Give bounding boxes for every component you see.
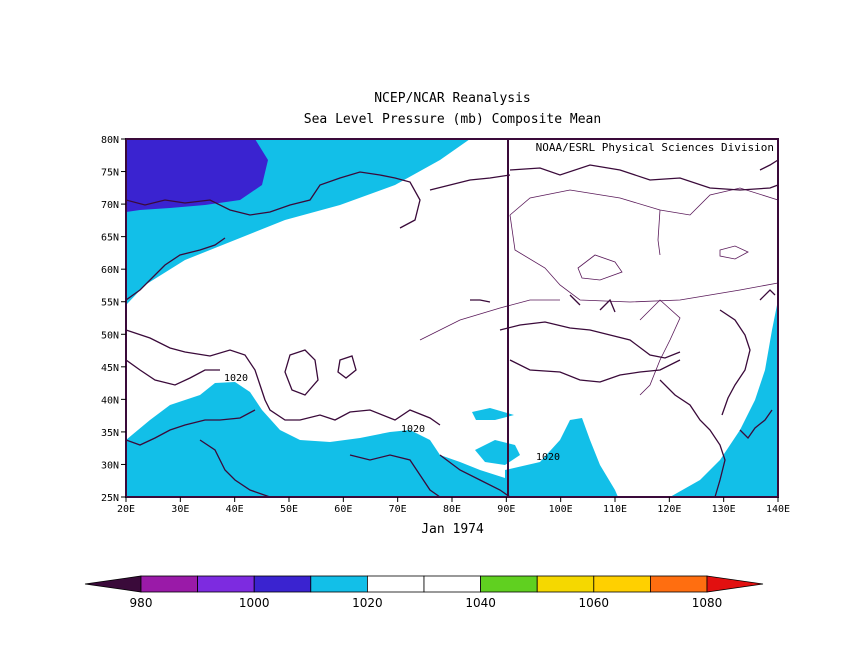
lon-tick-label: 130E xyxy=(712,504,736,515)
lon-tick-label: 90E xyxy=(497,504,515,515)
lon-tick-label: 100E xyxy=(549,504,573,515)
colorbar-label: 1040 xyxy=(465,596,496,610)
lat-tick-label: 25N xyxy=(101,493,119,504)
colorbar-swatch xyxy=(423,575,481,593)
coastlines xyxy=(125,159,779,498)
lon-tick-label: 60E xyxy=(334,504,352,515)
colorbar-label: 1060 xyxy=(579,596,610,610)
lon-tick-label: 80E xyxy=(443,504,461,515)
credit-label: NOAA/ESRL Physical Sciences Division xyxy=(536,141,774,154)
colorbar-swatch xyxy=(84,575,142,593)
map-panel xyxy=(125,138,779,498)
lon-tick-label: 20E xyxy=(117,504,135,515)
isobar-lines xyxy=(419,187,779,396)
colorbar-swatch xyxy=(593,575,651,593)
colorbar-swatch xyxy=(706,575,764,593)
lon-axis: 20E 30E 40E 50E 60E 70E 80E 90E 100E 110E 120E 130E… xyxy=(117,497,790,515)
colorbar-swatch xyxy=(536,575,595,593)
contour-label-1: 1020 xyxy=(224,373,248,384)
map-subtitle: Sea Level Pressure (mb) Composite Mean xyxy=(303,112,602,127)
map-title: NCEP/NCAR Reanalysis xyxy=(374,91,531,106)
lon-tick-label: 70E xyxy=(389,504,407,515)
contour-label-3: 1020 xyxy=(536,452,560,463)
colorbar-swatch xyxy=(253,575,312,593)
lat-tick-label: 40N xyxy=(101,395,119,406)
lat-tick-label: 65N xyxy=(101,233,119,244)
contour-label-2: 1020 xyxy=(401,424,425,435)
lat-tick-label: 30N xyxy=(101,460,119,471)
colorbar-swatch xyxy=(140,575,198,593)
shade-1010-1020-small xyxy=(472,408,514,420)
date-label: Jan 1974 xyxy=(421,522,484,537)
shade-1010-1020-southwest xyxy=(126,382,510,497)
colorbar-swatch xyxy=(366,575,425,593)
lon-tick-label: 50E xyxy=(280,504,298,515)
colorbar: 980 1000 1020 1040 1060 1080 xyxy=(84,575,764,610)
lon-tick-label: 140E xyxy=(766,504,790,515)
lon-tick-label: 120E xyxy=(657,504,681,515)
colorbar-label: 1020 xyxy=(352,596,383,610)
shade-1010-1020-south-2 xyxy=(505,418,618,497)
colorbar-label: 980 xyxy=(130,596,153,610)
lat-tick-label: 50N xyxy=(101,330,119,341)
shade-1010-1020-southeast xyxy=(670,300,778,497)
colorbar-swatch xyxy=(310,575,368,593)
colorbar-swatch xyxy=(480,575,538,593)
lat-tick-label: 70N xyxy=(101,200,119,211)
colorbar-label: 1080 xyxy=(692,596,723,610)
lat-tick-label: 55N xyxy=(101,298,119,309)
lat-tick-label: 80N xyxy=(101,135,119,146)
lat-tick-label: 45N xyxy=(101,363,119,374)
lon-tick-label: 110E xyxy=(603,504,627,515)
colorbar-label: 1000 xyxy=(239,596,270,610)
lon-tick-label: 40E xyxy=(226,504,244,515)
lat-tick-label: 35N xyxy=(101,428,119,439)
lat-tick-label: 75N xyxy=(101,168,119,179)
shade-1000-1010-north xyxy=(126,139,268,212)
colorbar-swatch xyxy=(197,575,255,593)
lat-tick-label: 60N xyxy=(101,265,119,276)
lon-tick-label: 30E xyxy=(171,504,189,515)
colorbar-swatch xyxy=(650,575,708,593)
lat-axis: 80N 75N 70N 65N 60N 55N 50N 45N 40N 35N 30N 25N xyxy=(101,135,126,504)
